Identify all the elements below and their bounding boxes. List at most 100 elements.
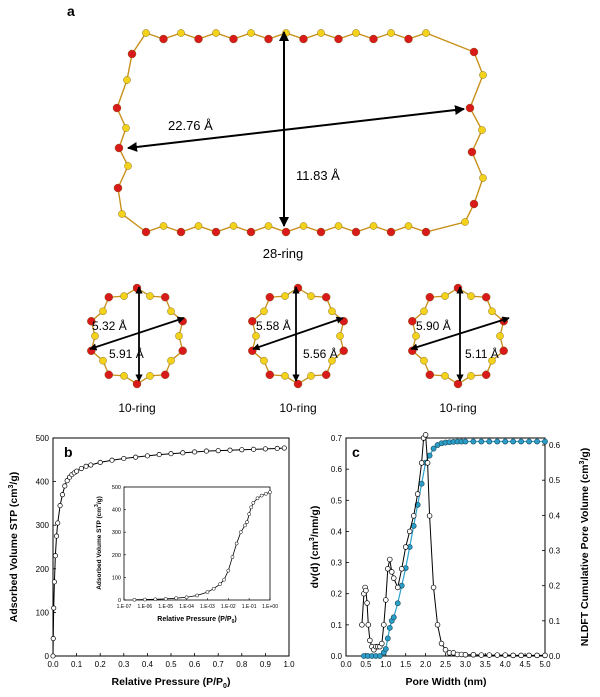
cumulative-point <box>526 438 532 445</box>
silicon-atom <box>352 29 360 37</box>
oxygen-atom <box>246 227 256 237</box>
dvd-point <box>438 640 445 647</box>
silicon-atom <box>441 292 449 300</box>
long-axis-label: 22.76 Å <box>168 118 213 133</box>
y-tick-label: 0.5 <box>331 496 343 505</box>
y2-tick-label: 0.2 <box>549 582 561 591</box>
silicon-atom <box>299 222 308 230</box>
inset-point <box>243 523 247 528</box>
oxygen-atom <box>421 227 431 237</box>
diameter-label: 5.91 Å <box>109 346 144 361</box>
silicon-atom <box>124 162 132 170</box>
x-tick-label: 0.7 <box>213 660 225 669</box>
ring-28-label: 28-ring <box>263 246 303 261</box>
oxygen-atom <box>104 370 114 379</box>
isotherm-point <box>78 465 84 472</box>
silicon-atom <box>461 218 469 226</box>
cumulative-point <box>376 653 383 659</box>
silicon-atom <box>123 76 131 84</box>
silicon-atom <box>369 222 378 230</box>
inset-y-tick-label: 300 <box>112 530 121 536</box>
x-tick-label: 0.5 <box>360 660 372 669</box>
inset-y-label: Adsorbed Volume STP (cm3/g) <box>94 496 103 590</box>
isotherm-point <box>281 445 287 451</box>
silicon-atom <box>328 356 336 365</box>
panel-label-b: b <box>64 444 73 460</box>
silicon-atom <box>307 372 315 380</box>
isotherm-point <box>51 605 57 611</box>
inset-point <box>222 577 226 582</box>
isotherm-point <box>192 449 198 455</box>
x-tick-label: 0.2 <box>95 660 107 669</box>
silicon-atom <box>260 356 268 365</box>
inset-y-tick-label: 0 <box>118 598 121 604</box>
y-tick-label: 200 <box>36 565 50 574</box>
silicon-atom <box>120 292 128 300</box>
silicon-atom <box>420 356 428 365</box>
dvd-point <box>359 622 365 628</box>
x-tick-label: 0.8 <box>236 660 248 669</box>
inset-point <box>268 490 272 495</box>
oxygen-atom <box>265 293 274 302</box>
isotherm-point <box>274 445 280 452</box>
silicon-atom <box>159 222 168 230</box>
cumulative-point <box>510 438 517 445</box>
panel-label-a: a <box>67 3 75 19</box>
x-tick-label: 0.4 <box>142 660 154 669</box>
isotherm-point <box>251 446 257 452</box>
silicon-atom <box>422 29 430 37</box>
inset-point <box>263 491 268 496</box>
oxygen-atom <box>281 227 291 237</box>
inset-y-tick-label: 200 <box>112 553 121 559</box>
inset-point <box>211 586 216 591</box>
oxygen-atom <box>469 199 479 209</box>
y2-tick-label: 0.0 <box>549 652 561 661</box>
oxygen-atom <box>499 346 508 355</box>
oxygen-atom <box>114 143 124 153</box>
inset-y-tick-label: 500 <box>112 485 121 491</box>
cumulative-point <box>394 600 401 607</box>
x-tick-label: 1.5 <box>400 660 412 669</box>
silicon-atom <box>167 356 175 365</box>
isotherm-point <box>59 492 65 498</box>
silicon-atom <box>467 372 475 380</box>
silicon-atom <box>177 29 185 37</box>
oxygen-atom <box>425 293 434 302</box>
ring-10-structure: 5.90 Å 5.11 Å 10-ring <box>408 283 510 415</box>
silicon-atom <box>252 332 260 340</box>
inset-point <box>249 505 254 510</box>
cumulative-point <box>418 480 425 487</box>
dvd-point <box>398 566 405 572</box>
y-tick-label: 100 <box>36 608 50 617</box>
dvd-point <box>379 640 385 647</box>
inset-y-ticks: 0 100 200 300 400 500 <box>112 485 126 604</box>
inset-x-tick-label: 1.E+00 <box>262 604 278 610</box>
ring-10-label: 10-ring <box>118 401 155 415</box>
y-tick-label: 0.1 <box>331 621 343 630</box>
ring-10-label: 10-ring <box>439 401 476 415</box>
x-tick-label: 2.5 <box>440 660 452 669</box>
x-tick-label: 0.0 <box>47 660 59 669</box>
isotherm-point <box>53 533 60 539</box>
isotherm-point <box>52 553 58 559</box>
inset-point <box>218 582 222 587</box>
isotherm-point <box>203 448 209 454</box>
ring-10-structure: 5.32 Å 5.91 Å 10-ring <box>87 283 187 415</box>
isotherm-x-label: Relative Pressure (P/P0) <box>112 676 231 690</box>
pore-series <box>359 432 548 659</box>
pore-distribution-chart: 0.0 0.5 1.0 1.5 2.0 2.5 3.0 3.5 4.0 4.5 5.0 0.0 0.1… <box>309 432 591 688</box>
ring-28-atoms <box>112 29 487 237</box>
silicon-atom <box>122 124 130 132</box>
dvd-point <box>367 637 373 644</box>
oxygen-atom <box>112 103 122 113</box>
inset-point <box>230 555 235 559</box>
silicon-atom <box>479 174 487 182</box>
panel-label-c: c <box>352 444 360 460</box>
dvd-point <box>364 600 370 606</box>
dvd-point <box>381 622 387 628</box>
silicon-atom <box>334 222 343 230</box>
y2-tick-label: 0.4 <box>549 511 561 520</box>
silicon-atom <box>387 29 395 37</box>
